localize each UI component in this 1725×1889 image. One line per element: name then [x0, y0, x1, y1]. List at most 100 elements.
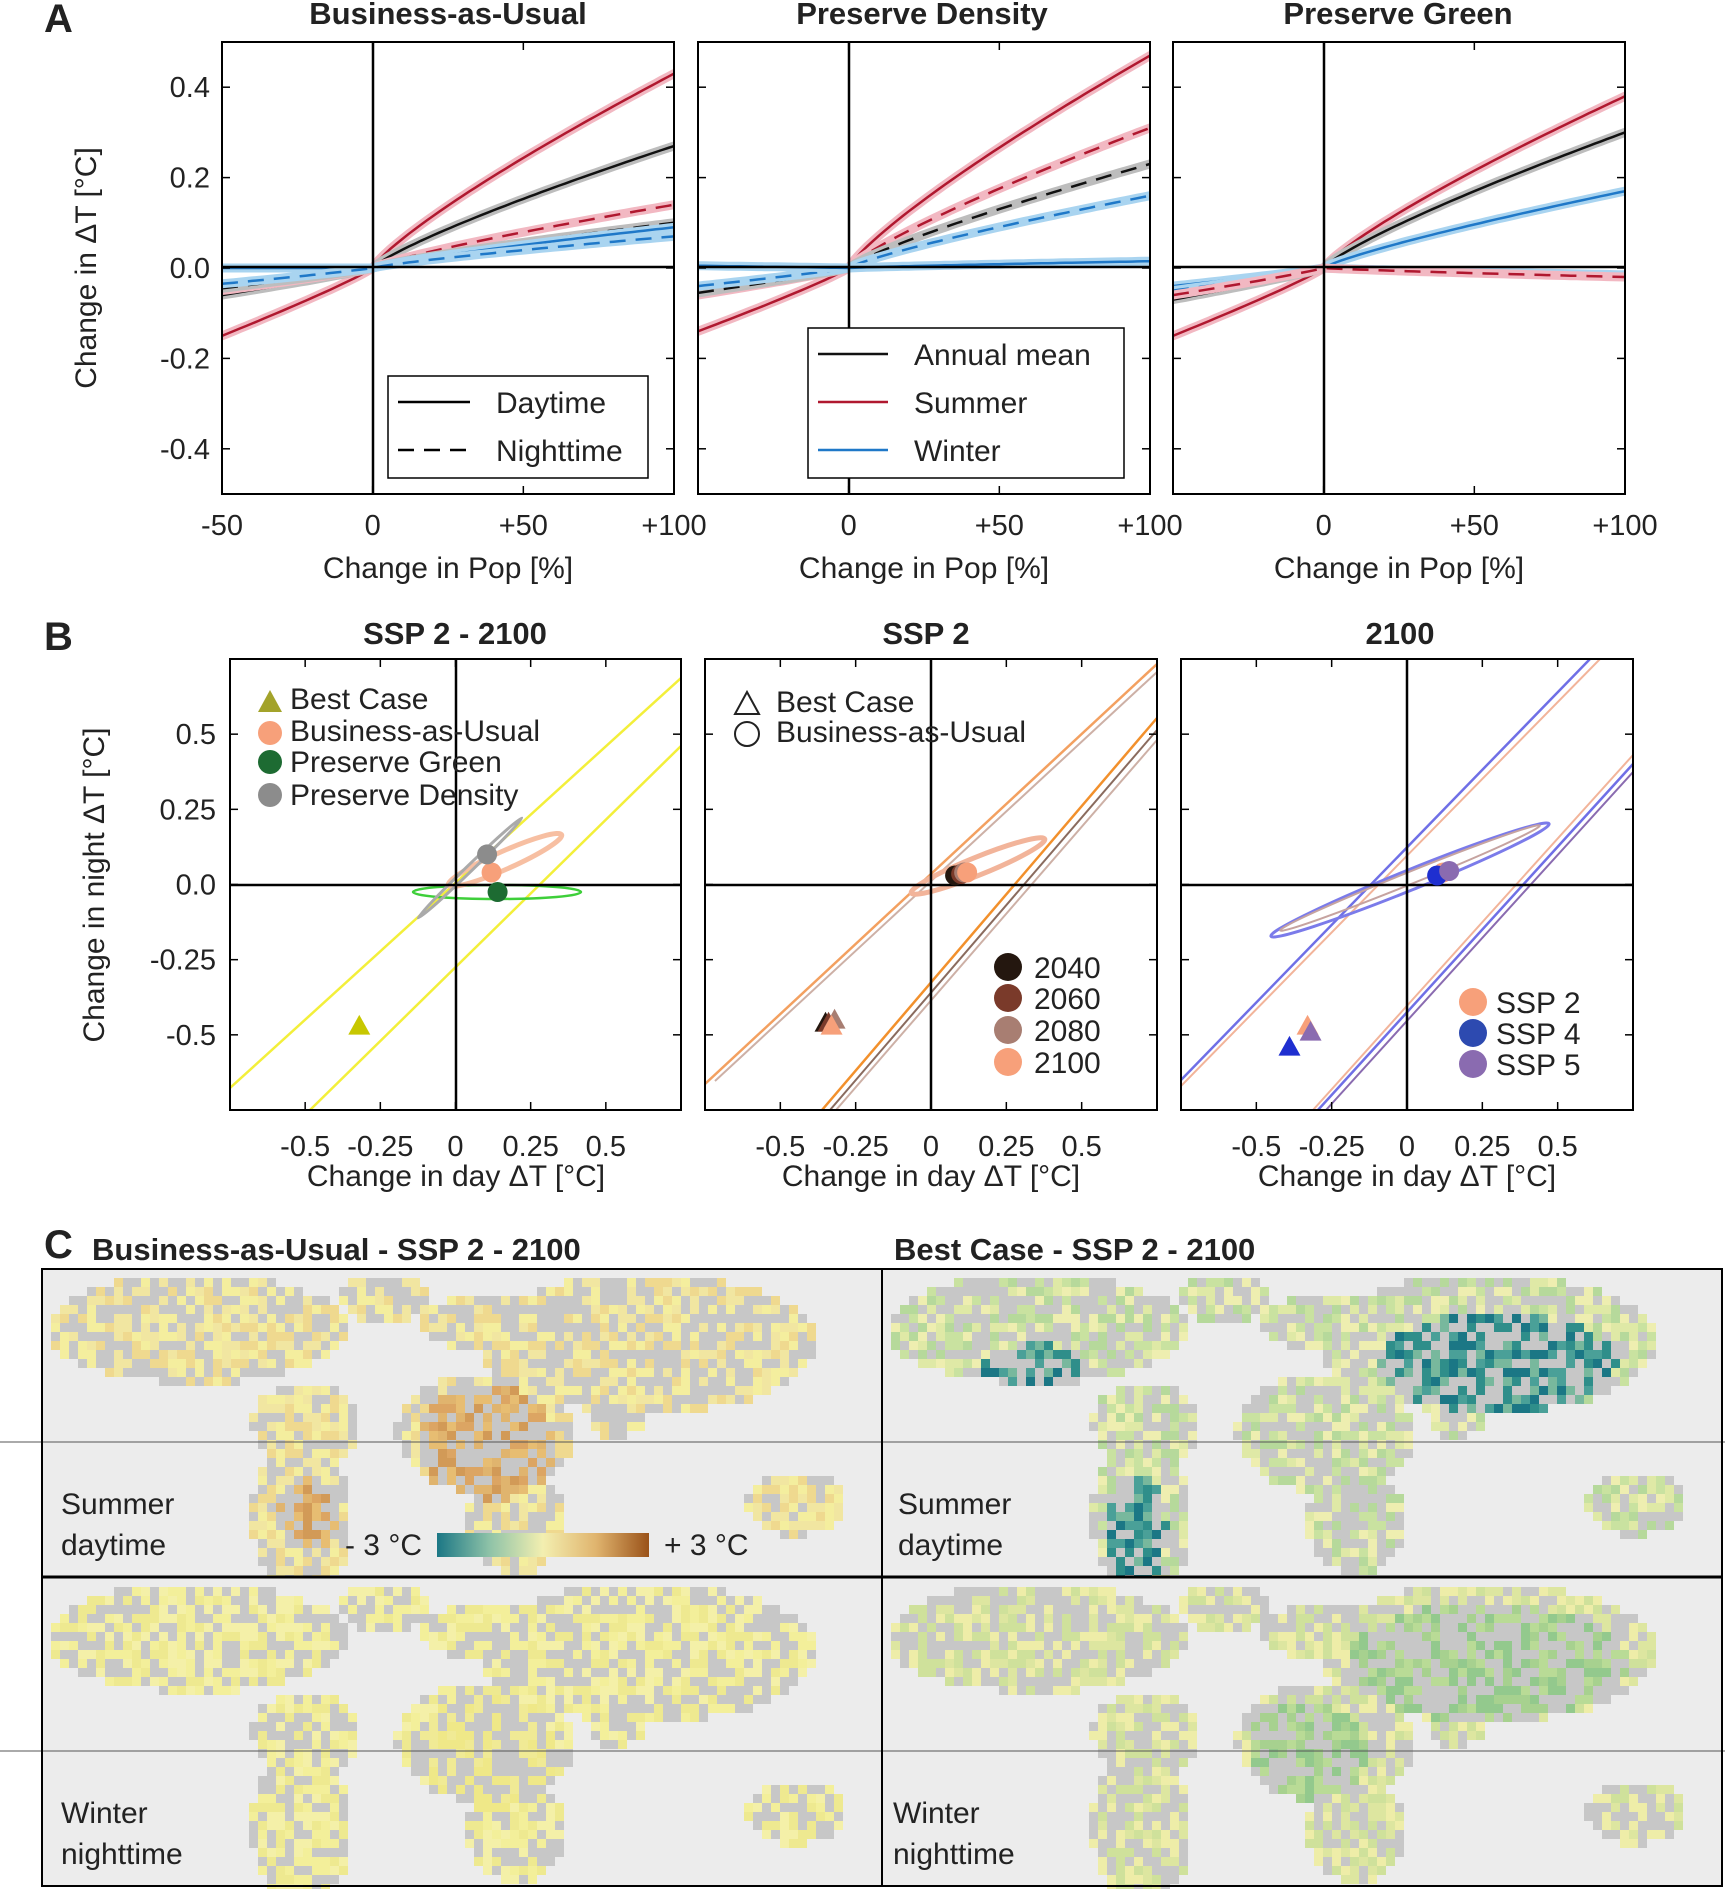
- legend-marker-2060: [994, 984, 1022, 1012]
- x-tick-label: 0: [923, 1131, 939, 1163]
- panel-letter-c: C: [44, 1223, 73, 1267]
- x-axis-label: Change in Pop [%]: [1274, 552, 1524, 585]
- y-axis-label: Change in ΔT [°C]: [70, 147, 103, 389]
- legend-season: Annual mean Summer Winter: [807, 327, 1125, 479]
- legend-label-ssp2: SSP 2: [1496, 987, 1581, 1020]
- series-line-annual-mean-nighttime: [698, 162, 1150, 295]
- legend-marker-ssp2: [1459, 988, 1487, 1016]
- x-tick-label: -0.5: [280, 1131, 330, 1163]
- chart-b3: 2100 -0.5 -0.25 0 0.25 0.5 Change in day ΔT …: [1180, 616, 1634, 1193]
- map-best-winter-night: [882, 1578, 1722, 1889]
- legend-marker-best-case: [258, 690, 282, 712]
- legend-label-best-case: Best Case: [776, 686, 914, 719]
- legend-marker-2080: [994, 1016, 1022, 1044]
- legend-label-green: Preserve Green: [290, 746, 502, 779]
- x-tick-label: -0.5: [1231, 1131, 1281, 1163]
- x-tick-label: -0.25: [823, 1131, 889, 1163]
- x-tick-label: 0.5: [1538, 1131, 1578, 1163]
- legend-marker-density: [258, 783, 282, 807]
- maps-panel: Business-as-Usual - SSP 2 - 2100 Best Ca…: [0, 1232, 1725, 1889]
- legend-label-bau: Business-as-Usual: [290, 715, 540, 748]
- point-2100-bau: [957, 862, 978, 883]
- row-label-summer-right: Summer: [898, 1488, 1011, 1521]
- y-tick-label: -0.2: [160, 343, 210, 375]
- x-axis-label: Change in Pop [%]: [323, 552, 573, 585]
- point-2100-best: [820, 1014, 843, 1035]
- chart-a2: Preserve Density 0+50+100+100 Change in …: [697, 0, 1183, 585]
- y-tick-label: 0.0: [176, 870, 216, 902]
- row-label-winter-left: Winter: [61, 1797, 148, 1830]
- series-line-summer-nighttime: [1173, 266, 1625, 297]
- legend-day-night: Daytime Nighttime: [387, 375, 649, 479]
- panel-letter-b: B: [44, 615, 73, 659]
- legend-marker-2100: [994, 1048, 1022, 1076]
- x-tick-label: 0.25: [502, 1131, 558, 1163]
- legend-label-nighttime: Nighttime: [496, 435, 623, 468]
- series-line-summer-daytime: [1173, 95, 1625, 337]
- legend-marker-ssp5: [1459, 1050, 1487, 1078]
- x-tick-label: +100: [1592, 510, 1657, 542]
- map-bau-summer-day: [42, 1269, 882, 1584]
- legend-label-2060: 2060: [1034, 983, 1101, 1016]
- point-best-case: [348, 1014, 371, 1035]
- y-tick-label: 0.5: [176, 719, 216, 751]
- row-label-daytime-left: daytime: [61, 1529, 166, 1562]
- legend-scenarios: Best Case Business-as-Usual Preserve Gre…: [258, 683, 540, 812]
- colorbar: - 3 °C + 3 °C: [345, 1529, 749, 1562]
- point-ssp-4-best: [1278, 1035, 1301, 1056]
- panel-letter-a: A: [44, 0, 73, 41]
- row-label-daytime-right: daytime: [898, 1529, 1003, 1562]
- series-line-summer-daytime: [698, 54, 1150, 333]
- legend-label-annual: Annual mean: [914, 339, 1091, 372]
- x-tick-label: 0: [365, 510, 381, 542]
- chart-title: SSP 2: [882, 616, 969, 651]
- legend-label-density: Preserve Density: [290, 779, 518, 812]
- x-tick-label: 0.5: [586, 1131, 626, 1163]
- series-line-summer-nighttime: [698, 126, 1150, 297]
- legend-marker-type: Best Case Business-as-Usual: [733, 686, 1026, 749]
- legend-label-2100: 2100: [1034, 1047, 1101, 1080]
- x-tick-label: 0: [841, 510, 857, 542]
- y-tick-label: 0.2: [170, 163, 210, 195]
- chart-title: Business-as-Usual: [309, 0, 586, 31]
- x-tick-label: +100: [1117, 510, 1182, 542]
- chart-a1: Business-as-Usual -50 0 +50 +100 0.4 0.2 0.0 -0…: [70, 0, 707, 585]
- legend-marker-ssp4: [1459, 1019, 1487, 1047]
- x-tick-label: 0.25: [978, 1131, 1034, 1163]
- x-axis-label: Change in day ΔT [°C]: [307, 1160, 605, 1193]
- map-best-summer-day: [882, 1269, 1722, 1584]
- series-band: [698, 191, 1150, 291]
- x-tick-label: 0.25: [1454, 1131, 1510, 1163]
- legend-label-best-case: Best Case: [290, 683, 428, 716]
- legend-label-winter: Winter: [914, 435, 1001, 468]
- legend-years: 2040 2060 2080 2100: [994, 952, 1101, 1080]
- point-business-as-usual: [481, 862, 502, 883]
- x-axis-label: Change in day ΔT [°C]: [1258, 1160, 1556, 1193]
- series-band: [1173, 91, 1625, 341]
- x-tick-label: 0: [1399, 1131, 1415, 1163]
- point-preserve-density: [477, 844, 498, 865]
- legend-label-bau: Business-as-Usual: [776, 716, 1026, 749]
- row-label-nighttime-left: nighttime: [61, 1838, 183, 1871]
- map-bau-winter-night: [42, 1578, 882, 1889]
- x-tick-label: -0.25: [347, 1131, 413, 1163]
- colorbar-min-label: - 3 °C: [345, 1529, 422, 1562]
- y-tick-label: -0.4: [160, 434, 210, 466]
- map-title-left: Business-as-Usual - SSP 2 - 2100: [92, 1232, 581, 1267]
- y-tick-label: -0.25: [150, 945, 216, 977]
- legend-ssp: SSP 2 SSP 4 SSP 5: [1459, 987, 1581, 1082]
- legend-label-ssp5: SSP 5: [1496, 1049, 1581, 1082]
- row-label-summer-left: Summer: [61, 1488, 174, 1521]
- x-tick-label: -0.25: [1299, 1131, 1365, 1163]
- x-axis-label: Change in day ΔT [°C]: [782, 1160, 1080, 1193]
- legend-label-2040: 2040: [1034, 952, 1101, 985]
- chart-title: 2100: [1366, 616, 1435, 651]
- y-tick-label: 0.0: [170, 253, 210, 285]
- legend-marker-best-case-open: [733, 689, 761, 715]
- legend-label-summer: Summer: [914, 387, 1027, 420]
- legend-marker-bau-open: [734, 721, 760, 747]
- map-title-right: Best Case - SSP 2 - 2100: [894, 1232, 1255, 1267]
- y-tick-label: -0.5: [166, 1020, 216, 1052]
- chart-b2: SSP 2 -0.5 -0.25 0 0.25 0.5 Change in day ΔT…: [704, 616, 1158, 1193]
- point-ssp-5-best: [1299, 1020, 1322, 1041]
